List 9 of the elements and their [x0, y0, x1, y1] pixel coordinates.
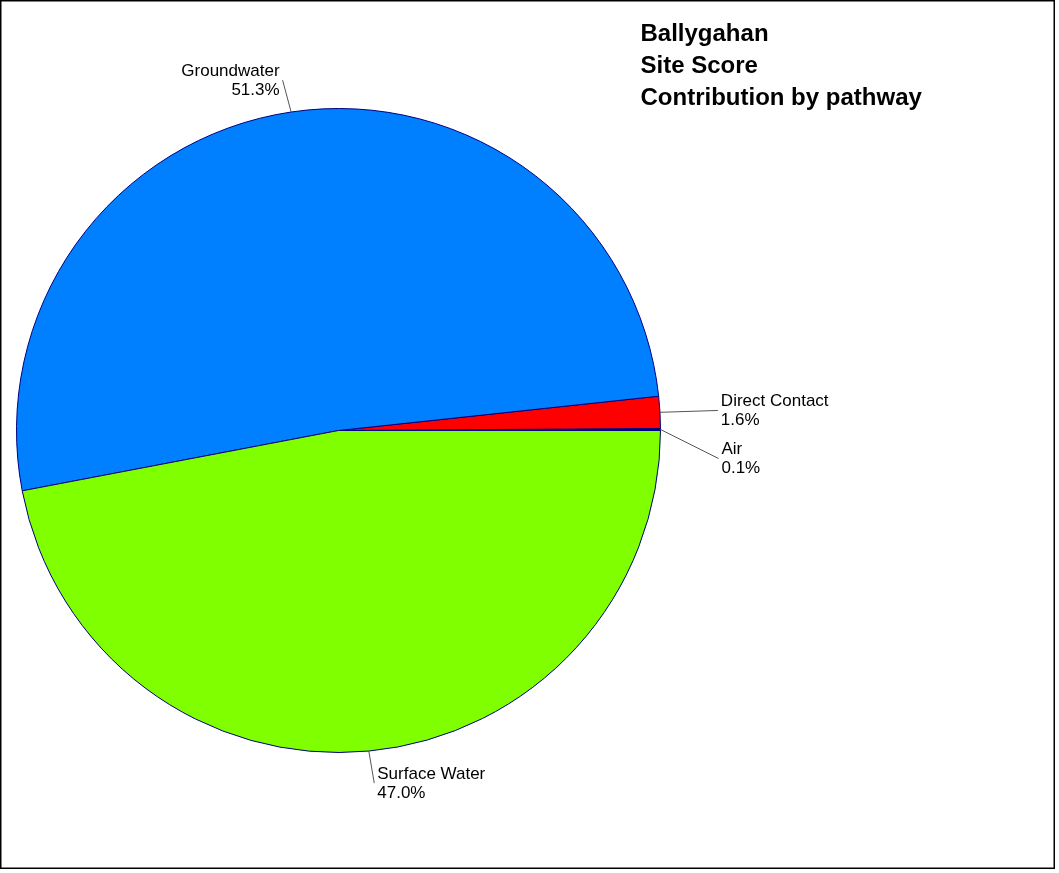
slice-label: Direct Contact [720, 391, 829, 411]
chart-title: Ballygahan Site Score Contribution by pathway [640, 18, 923, 110]
data-label: 51.3% [231, 80, 280, 100]
slice-label: Groundwater [181, 61, 280, 81]
slice-label: Air [721, 439, 743, 459]
data-label: 1.6% [720, 410, 760, 430]
slice-label: Surface Water [377, 764, 486, 784]
data-label: 47.0% [377, 783, 426, 803]
data-label: 0.1% [721, 458, 761, 478]
